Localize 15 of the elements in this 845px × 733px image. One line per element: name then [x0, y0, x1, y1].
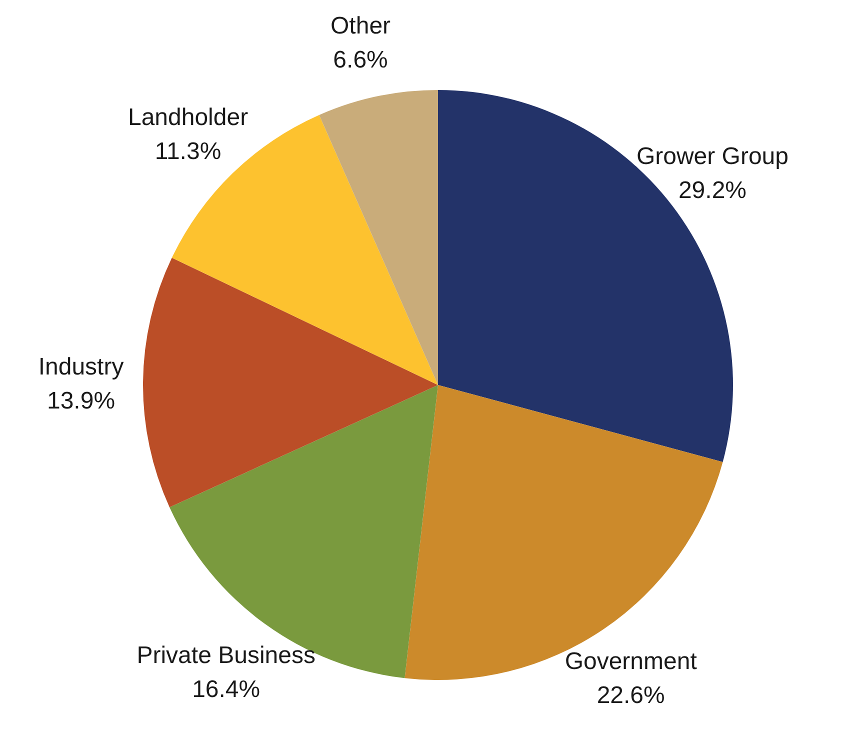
slice-label: Private Business [136, 642, 316, 669]
slice-label: Grower Group [636, 143, 789, 170]
data-label: 6.6% [333, 46, 388, 74]
slice-label: Landholder [128, 104, 248, 132]
data-label: 22.6% [596, 682, 665, 710]
data-label: 13.9% [46, 388, 116, 415]
slice-label: Government [564, 648, 698, 676]
slice-label: Industry [38, 354, 124, 381]
pie-slice [319, 90, 438, 385]
data-label: 11.3% [154, 138, 222, 166]
slice-label: Other [330, 12, 391, 40]
data-label: 29.2% [678, 177, 747, 204]
pie-slice [143, 258, 438, 508]
data-label: 16.4% [192, 676, 260, 703]
pie-slice [404, 385, 723, 680]
